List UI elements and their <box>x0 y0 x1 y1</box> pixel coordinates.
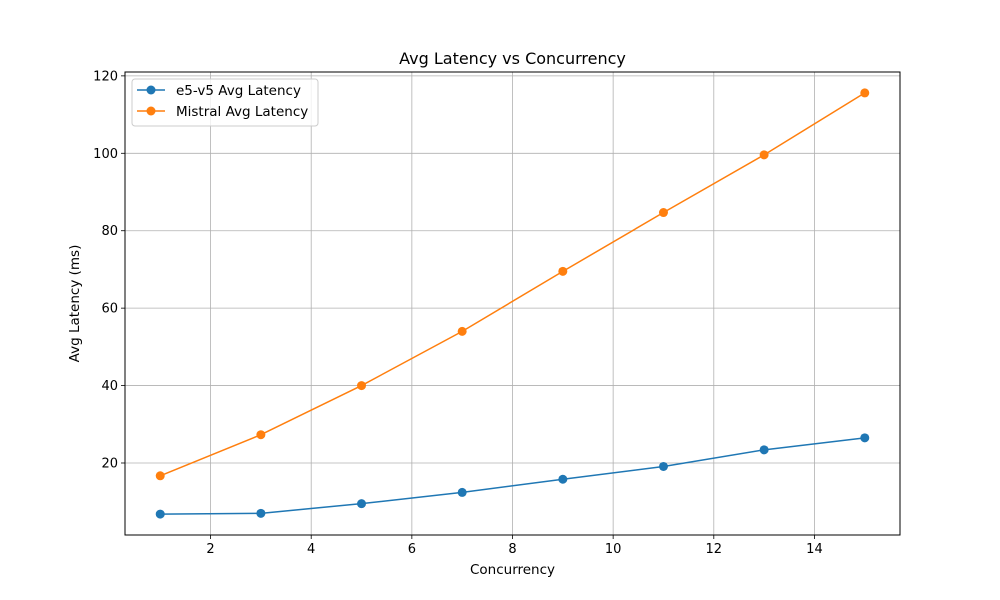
series-line <box>159 92 866 477</box>
data-point <box>457 487 467 497</box>
x-axis-title: Concurrency <box>470 562 555 578</box>
data-point <box>658 208 668 218</box>
data-point <box>558 474 568 484</box>
y-tick-label: 80 <box>101 224 118 239</box>
x-tick-label: 10 <box>605 542 622 557</box>
axis-ticks: 2 4 6 8 10 12 14 20 40 60 80 100 120 <box>93 69 823 557</box>
y-tick-label: 120 <box>93 69 118 84</box>
y-tick-label: 100 <box>93 147 118 162</box>
legend-label-mistral: Mistral Avg Latency <box>176 104 308 120</box>
series-2 <box>155 88 870 481</box>
y-tick-label: 40 <box>101 379 118 394</box>
y-tick-label: 20 <box>101 456 118 471</box>
legend: e5-v5 Avg Latency Mistral Avg Latency <box>131 78 319 127</box>
chart-title: Avg Latency vs Concurrency <box>399 49 626 68</box>
x-tick-label: 4 <box>307 542 315 557</box>
x-tick-label: 12 <box>706 542 723 557</box>
x-tick-label: 6 <box>408 542 416 557</box>
legend-box <box>131 78 319 127</box>
data-point <box>658 461 668 471</box>
data-point <box>457 326 467 336</box>
data-point <box>860 88 870 98</box>
grid <box>125 72 900 535</box>
x-tick-label: 14 <box>806 542 823 557</box>
series-line <box>160 437 865 515</box>
x-tick-label: 8 <box>508 542 516 557</box>
legend-marker-e5 <box>146 85 156 95</box>
y-tick-label: 60 <box>101 302 118 317</box>
series-1 <box>155 433 870 519</box>
data-point <box>860 433 870 443</box>
legend-label-e5: e5-v5 Avg Latency <box>176 83 301 99</box>
data-point <box>256 508 266 518</box>
data-point <box>155 471 165 481</box>
y-axis-title: Avg Latency (ms) <box>67 245 83 363</box>
x-tick-label: 2 <box>206 542 214 557</box>
data-point <box>357 499 367 509</box>
data-point <box>256 430 266 440</box>
data-point <box>759 150 769 160</box>
data-point <box>155 509 165 519</box>
data-point <box>357 381 367 391</box>
legend-marker-mistral <box>146 106 156 116</box>
data-point <box>759 445 769 455</box>
data-point <box>558 266 568 276</box>
series-layer <box>155 88 870 519</box>
